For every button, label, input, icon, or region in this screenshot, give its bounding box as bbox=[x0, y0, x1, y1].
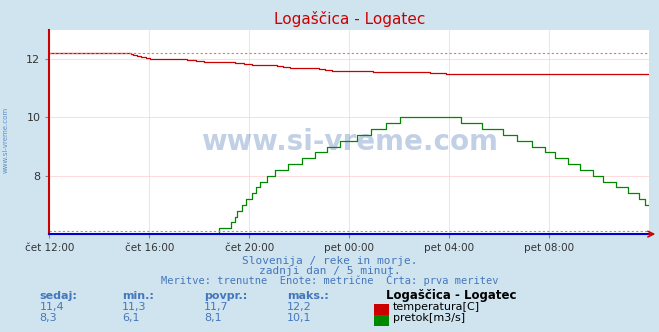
Text: www.si-vreme.com: www.si-vreme.com bbox=[201, 128, 498, 156]
Text: sedaj:: sedaj: bbox=[40, 291, 77, 301]
Text: zadnji dan / 5 minut.: zadnji dan / 5 minut. bbox=[258, 266, 401, 276]
Text: 6,1: 6,1 bbox=[122, 313, 140, 323]
Text: Slovenija / reke in morje.: Slovenija / reke in morje. bbox=[242, 256, 417, 266]
Text: min.:: min.: bbox=[122, 291, 154, 301]
Text: Logaščica - Logatec: Logaščica - Logatec bbox=[386, 289, 516, 302]
Text: Meritve: trenutne  Enote: metrične  Črta: prva meritev: Meritve: trenutne Enote: metrične Črta: … bbox=[161, 274, 498, 286]
Text: povpr.:: povpr.: bbox=[204, 291, 248, 301]
Title: Logaščica - Logatec: Logaščica - Logatec bbox=[273, 11, 425, 27]
Text: 11,7: 11,7 bbox=[204, 302, 229, 312]
Text: 8,3: 8,3 bbox=[40, 313, 57, 323]
Text: 10,1: 10,1 bbox=[287, 313, 311, 323]
Text: www.si-vreme.com: www.si-vreme.com bbox=[2, 106, 9, 173]
Text: 11,3: 11,3 bbox=[122, 302, 146, 312]
Text: pretok[m3/s]: pretok[m3/s] bbox=[393, 313, 465, 323]
Text: 12,2: 12,2 bbox=[287, 302, 312, 312]
Text: 8,1: 8,1 bbox=[204, 313, 222, 323]
Text: temperatura[C]: temperatura[C] bbox=[393, 302, 480, 312]
Text: 11,4: 11,4 bbox=[40, 302, 64, 312]
Text: maks.:: maks.: bbox=[287, 291, 328, 301]
